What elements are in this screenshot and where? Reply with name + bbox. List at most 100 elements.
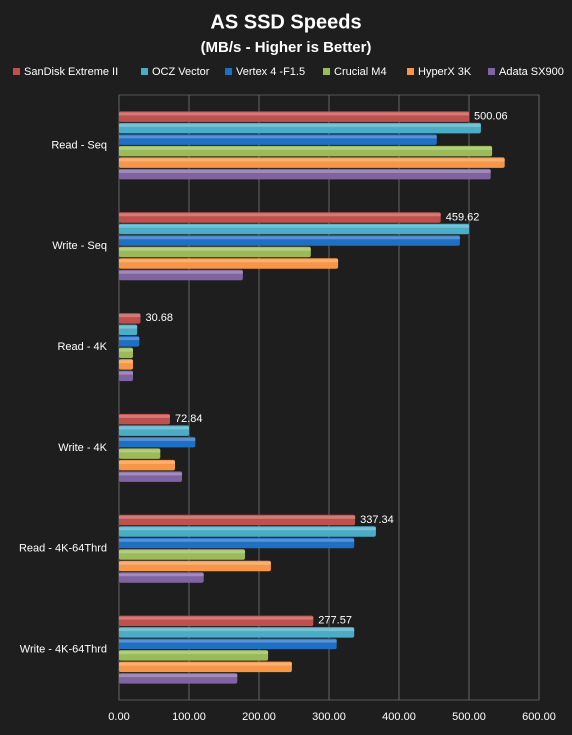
- bar: [119, 425, 189, 436]
- bar-shine: [119, 224, 469, 228]
- legend-swatch: [225, 68, 232, 75]
- bar-shine: [119, 460, 175, 464]
- bar: [119, 413, 170, 425]
- x-tick-label: 600.00: [522, 711, 556, 723]
- bar: [119, 168, 491, 180]
- x-tick-label: 500.00: [452, 711, 486, 723]
- legend-swatch: [13, 68, 20, 75]
- bar: [119, 448, 161, 459]
- data-label: 337.34: [360, 514, 394, 526]
- data-label: 30.68: [145, 312, 173, 324]
- y-tick-label: Read - Seq: [51, 139, 107, 151]
- bar: [119, 673, 238, 684]
- data-label: 459.62: [446, 211, 480, 223]
- bar: [119, 370, 133, 382]
- bar-shine: [119, 426, 189, 430]
- bar-shine: [119, 236, 460, 240]
- bar-shine: [119, 348, 133, 352]
- legend-label: OCZ Vector: [152, 66, 210, 78]
- bar: [119, 560, 271, 572]
- bar: [119, 471, 182, 482]
- x-tick-label: 400.00: [382, 711, 416, 723]
- x-tick-label: 300.00: [312, 711, 346, 723]
- bar-shine: [119, 639, 337, 643]
- data-label: 72.84: [175, 413, 203, 425]
- legend-swatch: [141, 68, 148, 75]
- bar: [119, 111, 470, 122]
- bar-shine: [119, 573, 204, 577]
- bar-shine: [119, 616, 314, 620]
- bar: [119, 324, 138, 336]
- data-label: 277.57: [318, 615, 352, 627]
- bar-shine: [119, 628, 355, 632]
- bar-shine: [119, 259, 339, 263]
- bar: [119, 436, 196, 448]
- bar-shine: [119, 651, 269, 655]
- bar: [119, 347, 133, 359]
- x-tick-label: 200.00: [242, 711, 276, 723]
- legend-label: SanDisk Extreme II: [24, 66, 118, 78]
- bar-shine: [119, 135, 437, 139]
- bar-shine: [119, 270, 243, 274]
- y-tick-label: Write - 4K: [58, 442, 107, 454]
- x-tick-label: 100.00: [172, 711, 206, 723]
- bar: [119, 122, 481, 134]
- chart-subtitle: (MB/s - Higher is Better): [201, 39, 372, 56]
- bar-shine: [119, 414, 170, 418]
- bar-shine: [119, 158, 505, 162]
- bar: [119, 212, 441, 223]
- bar-shine: [119, 112, 470, 116]
- bar-shine: [119, 527, 376, 531]
- bar: [119, 258, 339, 269]
- legend-label: Adata SX900: [499, 66, 564, 78]
- data-label: 500.06: [474, 111, 508, 123]
- y-tick-label: Read - 4K: [57, 341, 107, 353]
- bar: [119, 627, 355, 638]
- bar-shine: [119, 472, 182, 476]
- bar: [119, 661, 292, 673]
- bar-shine: [119, 337, 140, 341]
- bar-shine: [119, 515, 356, 519]
- bar: [119, 134, 437, 145]
- bar: [119, 336, 140, 347]
- bar: [119, 246, 311, 258]
- bar: [119, 235, 460, 246]
- bar: [119, 145, 493, 157]
- bar-shine: [119, 123, 481, 127]
- bar: [119, 313, 141, 324]
- legend-label: Crucial M4: [334, 66, 387, 78]
- y-tick-label: Write - Seq: [52, 240, 107, 252]
- y-tick-label: Read - 4K-64Thrd: [19, 543, 107, 555]
- bar-shine: [119, 213, 441, 217]
- bar: [119, 615, 314, 627]
- bar-shine: [119, 371, 133, 375]
- bar: [119, 572, 204, 583]
- legend-swatch: [488, 68, 495, 75]
- legend-swatch: [407, 68, 414, 75]
- bar-shine: [119, 247, 311, 251]
- bar: [119, 537, 355, 549]
- bar: [119, 269, 243, 281]
- bar: [119, 549, 245, 560]
- bar-shine: [119, 662, 292, 666]
- bar: [119, 359, 133, 370]
- x-tick-label: 0.00: [108, 711, 129, 723]
- bar-shine: [119, 561, 271, 565]
- legend-swatch: [323, 68, 330, 75]
- chart-title: AS SSD Speeds: [210, 11, 361, 33]
- bar-shine: [119, 674, 238, 678]
- legend-label: Vertex 4 -F1.5: [236, 66, 305, 78]
- bar: [119, 650, 269, 661]
- bar-shine: [119, 360, 133, 364]
- bar: [119, 223, 469, 235]
- bar-shine: [119, 437, 196, 441]
- bar-shine: [119, 169, 491, 173]
- bar-shine: [119, 538, 355, 542]
- bar-shine: [119, 449, 161, 453]
- y-tick-label: Write - 4K-64Thrd: [20, 643, 107, 655]
- legend-label: HyperX 3K: [418, 66, 472, 78]
- bar: [119, 526, 376, 537]
- bar: [119, 638, 337, 650]
- bar: [119, 514, 356, 526]
